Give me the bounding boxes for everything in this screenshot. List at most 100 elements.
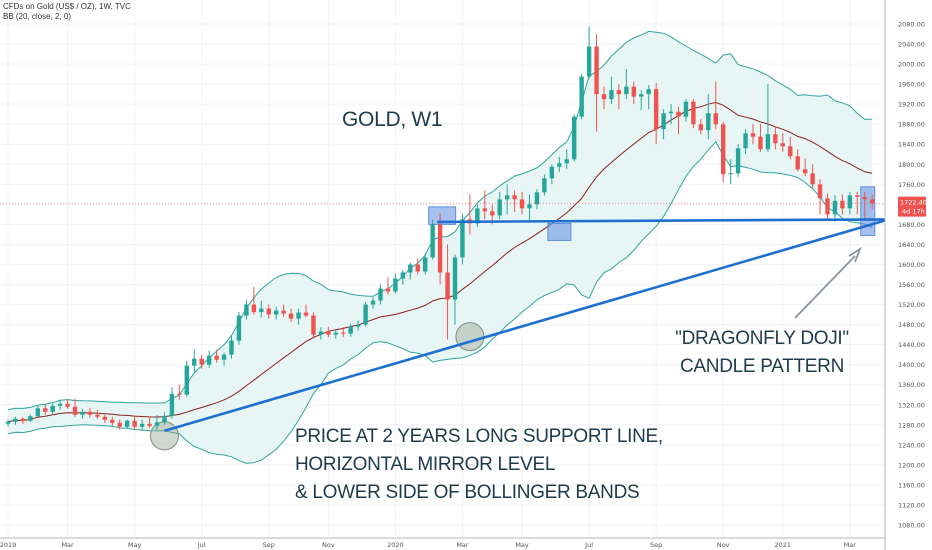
pattern-annotation-line2[interactable]: CANDLE PATTERN <box>680 356 844 377</box>
candle-body[interactable] <box>236 315 242 341</box>
candle-body[interactable] <box>95 414 100 417</box>
candle-body[interactable] <box>490 211 495 216</box>
candle-body[interactable] <box>795 156 800 170</box>
candle-body[interactable] <box>758 136 763 150</box>
candle-body[interactable] <box>110 419 115 423</box>
candle-body[interactable] <box>773 134 778 144</box>
candle-body[interactable] <box>184 365 189 395</box>
candle-body[interactable] <box>743 133 748 149</box>
candle-body[interactable] <box>460 219 465 258</box>
candle-body[interactable] <box>311 315 316 335</box>
candle-body[interactable] <box>639 94 644 97</box>
support-trendline[interactable] <box>164 217 893 433</box>
candle-body[interactable] <box>169 393 175 416</box>
candle-body[interactable] <box>355 324 361 327</box>
candle-body[interactable] <box>5 421 11 424</box>
candle-body[interactable] <box>661 113 666 130</box>
candle-body[interactable] <box>497 199 502 216</box>
candle-body[interactable] <box>594 46 599 95</box>
pattern-annotation-line1[interactable]: "DRAGONFLY DOJI" <box>675 328 849 349</box>
candle-body[interactable] <box>683 101 689 117</box>
candle-body[interactable] <box>117 422 122 427</box>
candle-body[interactable] <box>445 272 450 300</box>
candle-body[interactable] <box>266 308 271 315</box>
candle-body[interactable] <box>527 204 532 209</box>
candle-body[interactable] <box>370 300 376 305</box>
symbol-header[interactable]: CFDs on Gold (US$ / OZ), 1W, TVC <box>3 2 131 11</box>
candle-body[interactable] <box>393 278 398 292</box>
candle-body[interactable] <box>132 420 137 427</box>
candle-body[interactable] <box>788 146 793 157</box>
candle-body[interactable] <box>519 199 525 209</box>
candle-body[interactable] <box>162 415 167 423</box>
candle-body[interactable] <box>57 403 63 406</box>
candle-body[interactable] <box>847 195 853 209</box>
candle-body[interactable] <box>728 173 733 175</box>
candle-body[interactable] <box>87 411 93 415</box>
candle-body[interactable] <box>274 310 279 315</box>
candle-body[interactable] <box>125 420 130 427</box>
candle-body[interactable] <box>713 113 718 125</box>
candle-body[interactable] <box>139 423 145 427</box>
candle-body[interactable] <box>147 423 152 426</box>
candle-body[interactable] <box>870 199 875 204</box>
candle-body[interactable] <box>259 308 264 313</box>
candle-body[interactable] <box>20 418 26 421</box>
candle-body[interactable] <box>616 90 622 95</box>
candle-body[interactable] <box>348 326 353 334</box>
candle-body[interactable] <box>549 166 555 179</box>
candle-body[interactable] <box>475 208 480 224</box>
candle-body[interactable] <box>624 86 629 95</box>
candle-body[interactable] <box>586 46 592 77</box>
candle-body[interactable] <box>341 332 346 334</box>
candle-body[interactable] <box>534 192 540 205</box>
candle-body[interactable] <box>557 163 562 167</box>
candle-body[interactable] <box>504 195 510 200</box>
candle-body[interactable] <box>378 288 383 301</box>
support-annotation-line3[interactable]: & LOWER SIDE OF BOLLINGER BANDS <box>295 482 640 503</box>
candle-body[interactable] <box>303 312 309 316</box>
candle-body[interactable] <box>363 304 368 325</box>
candle-body[interactable] <box>646 89 651 95</box>
candle-body[interactable] <box>609 90 614 100</box>
candle-body[interactable] <box>482 208 487 212</box>
candle-body[interactable] <box>825 198 830 215</box>
candle-body[interactable] <box>35 408 40 417</box>
candle-body[interactable] <box>318 331 324 335</box>
candle-body[interactable] <box>721 124 726 175</box>
candle-body[interactable] <box>564 159 569 164</box>
candle-body[interactable] <box>177 393 182 395</box>
candle-body[interactable] <box>288 313 294 319</box>
candle-body[interactable] <box>199 358 204 365</box>
candle-body[interactable] <box>676 111 681 117</box>
candle-body[interactable] <box>333 332 338 335</box>
candle-body[interactable] <box>423 257 428 272</box>
candle-body[interactable] <box>214 355 219 360</box>
candle-body[interactable] <box>631 86 636 97</box>
candle-body[interactable] <box>780 143 785 147</box>
candle-body[interactable] <box>862 196 867 200</box>
candle-body[interactable] <box>855 195 860 197</box>
candle-body[interactable] <box>296 312 301 319</box>
candle-body[interactable] <box>437 224 443 273</box>
candle-body[interactable] <box>572 116 577 160</box>
candle-body[interactable] <box>840 200 845 209</box>
candle-body[interactable] <box>281 310 286 314</box>
candle-body[interactable] <box>244 304 249 316</box>
candle-body[interactable] <box>154 422 160 426</box>
candle-body[interactable] <box>229 340 234 355</box>
candle-body[interactable] <box>326 331 331 335</box>
candle-body[interactable] <box>832 200 838 215</box>
candle-body[interactable] <box>415 264 420 272</box>
candle-body[interactable] <box>13 418 18 422</box>
indicator-header[interactable]: BB (20, close, 2, 0) <box>3 12 72 21</box>
candle-body[interactable] <box>512 195 517 200</box>
candle-body[interactable] <box>542 178 547 193</box>
candle-body[interactable] <box>408 264 413 273</box>
candle-body[interactable] <box>192 358 197 366</box>
candle-body[interactable] <box>668 111 674 114</box>
candle-body[interactable] <box>65 403 70 407</box>
candle-body[interactable] <box>430 224 435 258</box>
candle-body[interactable] <box>802 169 808 174</box>
